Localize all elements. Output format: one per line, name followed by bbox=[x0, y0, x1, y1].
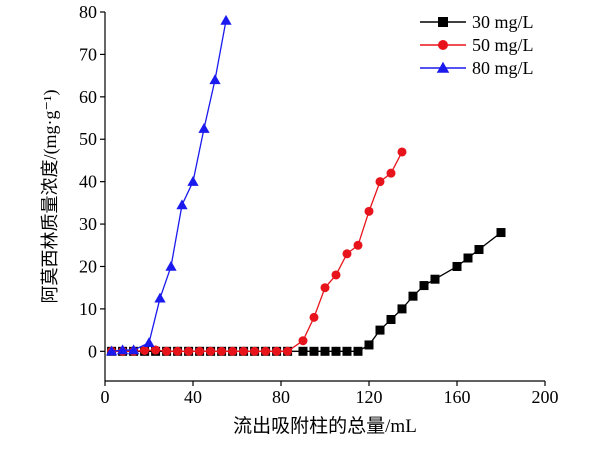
data-point bbox=[320, 346, 330, 356]
data-point bbox=[250, 346, 260, 356]
x-axis-label: 流出吸附柱的总量/mL bbox=[233, 415, 417, 437]
data-point bbox=[309, 346, 319, 356]
data-point bbox=[452, 261, 462, 271]
data-point bbox=[209, 74, 221, 85]
x-tick-label: 200 bbox=[532, 387, 559, 407]
data-point bbox=[364, 206, 374, 216]
y-tick-label: 30 bbox=[79, 214, 97, 234]
legend: 30 mg/L 50 mg/L 80 mg/L bbox=[420, 12, 534, 78]
x-tick-label: 0 bbox=[101, 387, 110, 407]
data-point bbox=[320, 283, 330, 293]
data-point bbox=[154, 292, 166, 303]
data-point bbox=[220, 14, 232, 25]
data-point bbox=[206, 346, 216, 356]
y-axis-label: 阿莫西林质量浓度/(mg·g⁻¹) bbox=[40, 90, 61, 304]
data-point bbox=[386, 168, 396, 178]
data-point bbox=[397, 147, 407, 157]
y-tick-label: 50 bbox=[79, 129, 97, 149]
data-point bbox=[228, 346, 238, 356]
legend-label: 50 mg/L bbox=[472, 35, 534, 55]
data-point bbox=[342, 249, 352, 259]
data-point bbox=[331, 346, 341, 356]
y-tick-label: 10 bbox=[79, 299, 97, 319]
series-line bbox=[111, 151, 403, 352]
data-point bbox=[176, 199, 188, 210]
legend-label: 80 mg/L bbox=[472, 58, 534, 78]
legend-item: 80 mg/L bbox=[420, 58, 534, 78]
data-point bbox=[261, 346, 271, 356]
data-point bbox=[239, 346, 249, 356]
data-point bbox=[298, 336, 308, 346]
legend-item: 30 mg/L bbox=[420, 12, 534, 32]
data-point bbox=[298, 346, 308, 356]
data-point bbox=[195, 346, 205, 356]
data-point bbox=[353, 346, 363, 356]
data-point bbox=[165, 260, 177, 271]
data-point bbox=[474, 245, 484, 255]
legend-label: 30 mg/L bbox=[472, 12, 534, 32]
series-layer bbox=[105, 14, 506, 356]
data-point bbox=[187, 176, 199, 186]
data-point bbox=[198, 123, 210, 133]
x-tick-label: 160 bbox=[444, 387, 471, 407]
data-point bbox=[430, 274, 440, 284]
data-point bbox=[375, 325, 385, 335]
data-point bbox=[309, 312, 319, 322]
legend-marker bbox=[438, 17, 448, 27]
data-point bbox=[419, 281, 429, 291]
data-point bbox=[143, 337, 155, 348]
legend-item: 50 mg/L bbox=[420, 35, 534, 55]
data-point bbox=[342, 346, 352, 356]
data-point bbox=[408, 291, 418, 301]
data-point bbox=[162, 346, 172, 356]
data-point bbox=[364, 340, 374, 350]
data-point bbox=[331, 270, 341, 280]
data-point bbox=[116, 344, 129, 355]
y-tick-label: 70 bbox=[79, 44, 97, 64]
data-point bbox=[127, 344, 140, 355]
y-tick-label: 40 bbox=[79, 172, 97, 192]
series-2 bbox=[105, 14, 232, 356]
y-tick-label: 20 bbox=[79, 256, 97, 276]
data-point bbox=[353, 240, 363, 250]
data-point bbox=[397, 304, 407, 314]
legend-marker bbox=[436, 61, 450, 73]
data-point bbox=[375, 177, 385, 187]
series-1 bbox=[107, 147, 407, 356]
y-tick-label: 0 bbox=[88, 341, 97, 361]
x-tick-label: 80 bbox=[272, 387, 290, 407]
data-point bbox=[105, 345, 118, 356]
data-point bbox=[173, 346, 183, 356]
x-tick-label: 120 bbox=[356, 387, 383, 407]
data-point bbox=[140, 345, 150, 355]
data-point bbox=[151, 345, 161, 355]
data-point bbox=[272, 346, 282, 356]
data-point bbox=[217, 346, 227, 356]
series-line bbox=[111, 20, 227, 352]
y-tick-label: 60 bbox=[79, 87, 97, 107]
legend-marker bbox=[438, 40, 448, 50]
data-point bbox=[283, 346, 293, 356]
data-point bbox=[184, 346, 194, 356]
x-tick-label: 40 bbox=[184, 387, 202, 407]
data-point bbox=[463, 253, 473, 263]
data-point bbox=[496, 228, 506, 238]
series-0 bbox=[107, 228, 506, 356]
data-point bbox=[386, 315, 396, 324]
y-tick-label: 80 bbox=[79, 2, 97, 22]
axes: 0 40 80 120 160 200 0 10 20 30 40 50 60 70 80 流出吸附柱的总量/… bbox=[40, 2, 559, 437]
